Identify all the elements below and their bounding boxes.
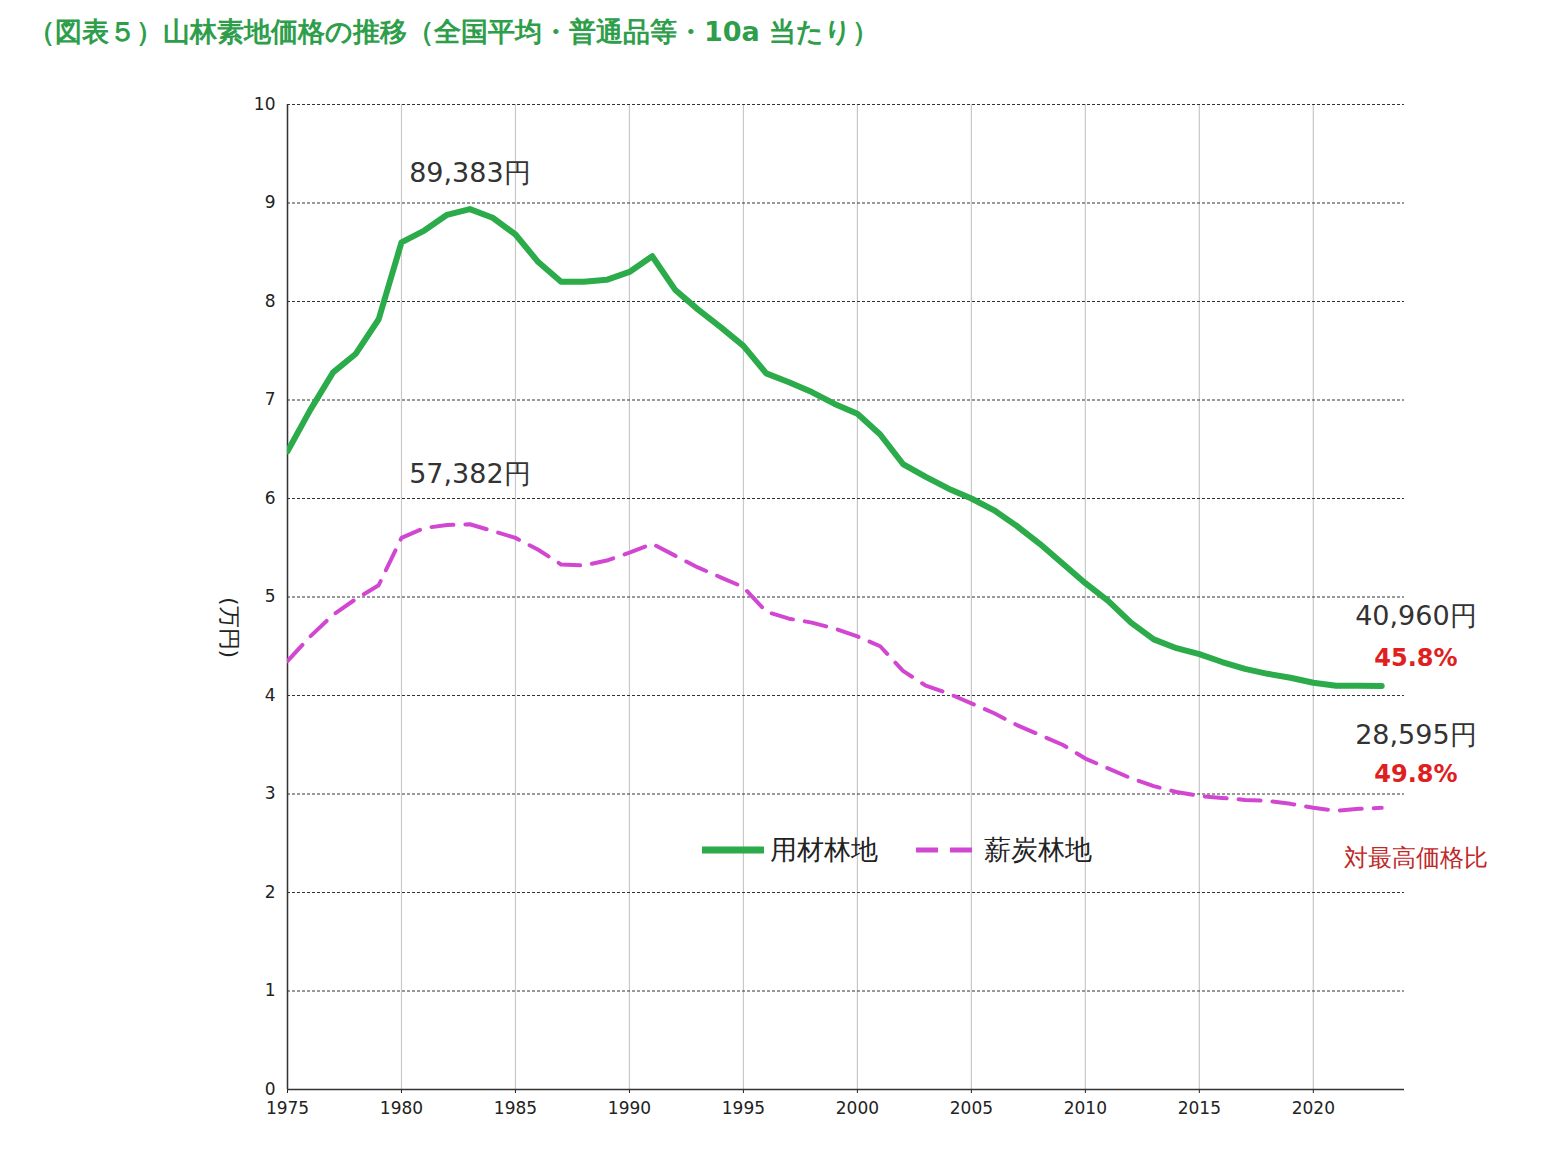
svg-text:(万円): (万円) bbox=[217, 597, 242, 658]
svg-text:10: 10 bbox=[254, 94, 276, 114]
svg-text:9: 9 bbox=[265, 192, 276, 212]
svg-text:89,383円: 89,383円 bbox=[409, 157, 530, 188]
svg-text:2: 2 bbox=[265, 882, 276, 902]
html-text:用材林地: 用材林地 bbox=[770, 834, 878, 865]
svg-text:2005: 2005 bbox=[950, 1098, 993, 1118]
svg-text:1975: 1975 bbox=[266, 1098, 309, 1118]
svg-text:2010: 2010 bbox=[1064, 1098, 1107, 1118]
svg-text:1980: 1980 bbox=[380, 1098, 423, 1118]
html-text:（図表５）山林素地価格の推移（全国平均・普通品等・10a 当: （図表５）山林素地価格の推移（全国平均・普通品等・10a 当たり） bbox=[28, 16, 880, 47]
svg-text:1985: 1985 bbox=[494, 1098, 537, 1118]
svg-text:28,595円: 28,595円 bbox=[1355, 719, 1476, 750]
svg-text:1990: 1990 bbox=[608, 1098, 651, 1118]
svg-text:4: 4 bbox=[265, 685, 276, 705]
svg-text:0: 0 bbox=[265, 1079, 276, 1099]
svg-text:8: 8 bbox=[265, 291, 276, 311]
html-text:薪炭林地: 薪炭林地 bbox=[984, 834, 1092, 865]
svg-text:2015: 2015 bbox=[1178, 1098, 1221, 1118]
svg-text:1995: 1995 bbox=[722, 1098, 765, 1118]
svg-text:2020: 2020 bbox=[1292, 1098, 1335, 1118]
svg-text:5: 5 bbox=[265, 586, 276, 606]
svg-text:1: 1 bbox=[265, 980, 276, 1000]
svg-text:2000: 2000 bbox=[836, 1098, 879, 1118]
svg-text:40,960円: 40,960円 bbox=[1355, 600, 1476, 631]
svg-text:3: 3 bbox=[265, 783, 276, 803]
svg-text:7: 7 bbox=[265, 389, 276, 409]
svg-text:6: 6 bbox=[265, 488, 276, 508]
svg-text:57,382円: 57,382円 bbox=[409, 458, 530, 489]
svg-text:45.8%: 45.8% bbox=[1374, 644, 1457, 672]
svg-text:対最高価格比: 対最高価格比 bbox=[1344, 844, 1488, 872]
svg-text:49.8%: 49.8% bbox=[1374, 760, 1457, 788]
